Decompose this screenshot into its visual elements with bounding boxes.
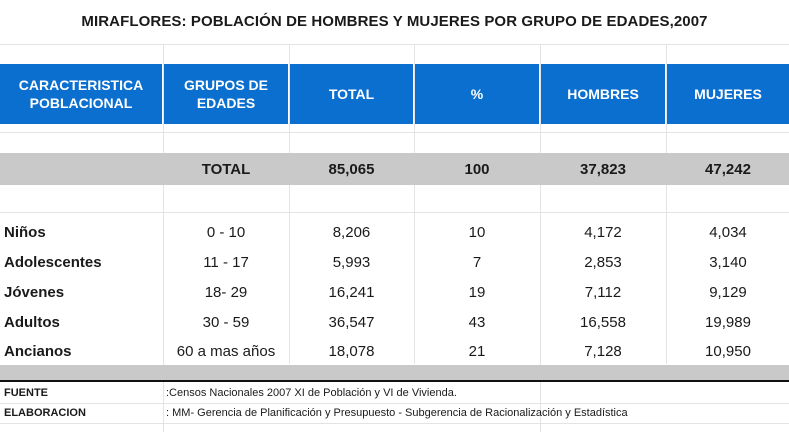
header-percent: % <box>415 64 539 124</box>
row-label: Adultos <box>4 313 60 331</box>
row-grupo: 18- 29 <box>204 283 248 301</box>
table-row: Adolescentes 11 - 17 5,993 7 2,853 3,140 <box>0 247 789 277</box>
table-title: MIRAFLORES: POBLACIÓN DE HOMBRES Y MUJER… <box>81 13 708 30</box>
header-hombres: HOMBRES <box>541 64 665 124</box>
total-mujeres: 47,242 <box>705 160 751 178</box>
row-percent: 7 <box>472 253 482 271</box>
row-grupo: 60 a mas años <box>176 342 276 360</box>
row-hombres: 7,112 <box>584 283 622 301</box>
grid-line <box>540 44 541 432</box>
grid-line <box>0 44 789 45</box>
table-row: Jóvenes 18- 29 16,241 19 7,112 9,129 <box>0 277 789 307</box>
row-percent: 10 <box>468 223 486 241</box>
row-percent: 19 <box>468 283 486 301</box>
row-hombres: 7,128 <box>584 342 622 360</box>
grid-line <box>0 403 789 404</box>
grid-line <box>163 44 164 432</box>
footer-fuente: FUENTE :Censos Nacionales 2007 XI de Pob… <box>0 384 789 403</box>
row-mujeres: 3,140 <box>709 253 747 271</box>
table-header: CARACTERISTICA POBLACIONAL GRUPOS DE EDA… <box>0 64 789 124</box>
header-grupos: GRUPOS DE EDADES <box>164 64 288 124</box>
header-mujeres: MUJERES <box>667 64 789 124</box>
separator-band <box>0 365 789 380</box>
grid-line <box>0 423 789 424</box>
total-value: 85,065 <box>328 160 375 178</box>
row-mujeres: 10,950 <box>705 342 751 360</box>
row-total: 16,241 <box>328 283 375 301</box>
footer-elaboracion: ELABORACION : MM- Gerencia de Planificac… <box>0 404 789 423</box>
table-row: Ancianos 60 a mas años 18,078 21 7,128 1… <box>0 336 789 366</box>
row-percent: 21 <box>468 342 486 360</box>
row-mujeres: 19,989 <box>705 313 751 331</box>
row-mujeres: 9,129 <box>709 283 747 301</box>
header-caracteristica: CARACTERISTICA POBLACIONAL <box>0 64 162 124</box>
total-hombres: 37,823 <box>580 160 626 178</box>
row-hombres: 4,172 <box>584 223 622 241</box>
row-label: Jóvenes <box>4 283 65 301</box>
grid-line <box>414 44 415 364</box>
fuente-label: FUENTE <box>4 387 48 399</box>
divider-line <box>0 380 789 382</box>
grid-line <box>289 44 290 364</box>
grid-line <box>0 212 789 213</box>
fuente-value: :Censos Nacionales 2007 XI de Población … <box>166 387 457 399</box>
header-total: TOTAL <box>290 64 413 124</box>
grid-line <box>666 44 667 364</box>
table-row: Adultos 30 - 59 36,547 43 16,558 19,989 <box>0 307 789 337</box>
total-row: TOTAL 85,065 100 37,823 47,242 <box>0 153 789 185</box>
grid-line <box>0 132 789 133</box>
row-total: 36,547 <box>328 313 375 331</box>
elaboracion-value: : MM- Gerencia de Planificación y Presup… <box>166 407 628 419</box>
row-hombres: 16,558 <box>580 313 626 331</box>
row-grupo: 0 - 10 <box>206 223 246 241</box>
row-total: 5,993 <box>332 253 371 271</box>
row-label: Niños <box>4 223 46 241</box>
row-grupo: 11 - 17 <box>203 253 249 271</box>
row-percent: 43 <box>468 313 486 331</box>
row-grupo: 30 - 59 <box>202 313 250 331</box>
row-mujeres: 4,034 <box>709 223 747 241</box>
row-total: 18,078 <box>328 342 375 360</box>
total-label: TOTAL <box>201 160 251 178</box>
row-total: 8,206 <box>332 223 371 241</box>
row-label: Adolescentes <box>4 253 102 271</box>
row-hombres: 2,853 <box>584 253 622 271</box>
row-label: Ancianos <box>4 342 72 360</box>
total-percent: 100 <box>464 160 490 178</box>
table-row: Niños 0 - 10 8,206 10 4,172 4,034 <box>0 217 789 247</box>
elaboracion-label: ELABORACION <box>4 407 86 419</box>
